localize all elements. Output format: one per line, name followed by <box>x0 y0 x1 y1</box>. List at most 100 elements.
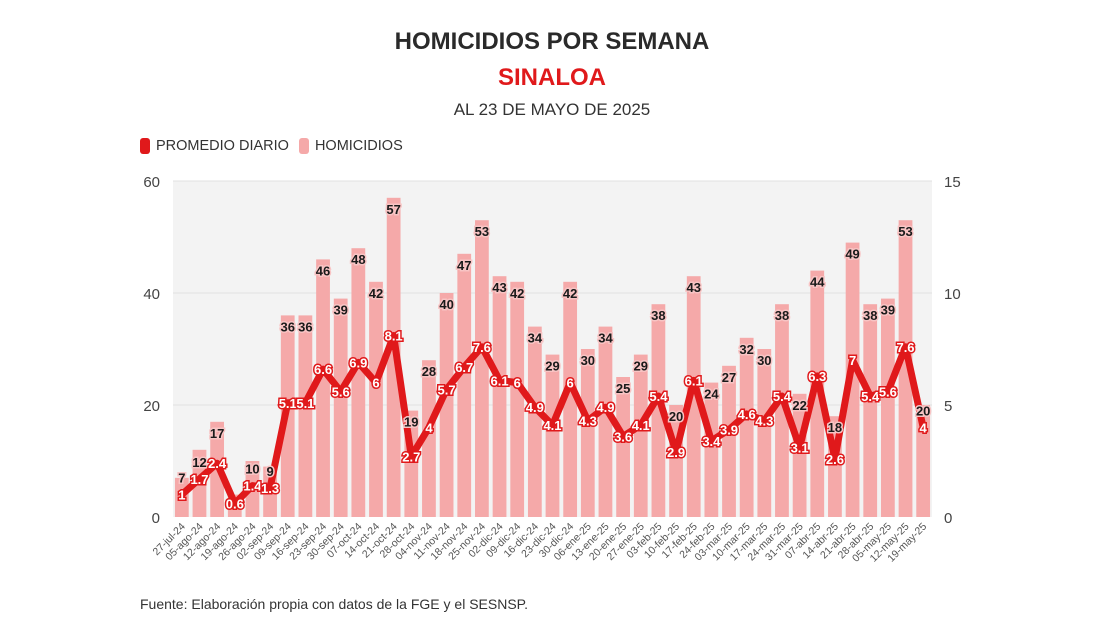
y-right-tick-label: 0 <box>944 510 952 527</box>
line-data-label: 7 <box>849 353 856 368</box>
line-data-label: 1.4 <box>243 479 262 494</box>
bar-data-label: 53 <box>475 224 489 239</box>
bar <box>704 382 719 517</box>
line-data-label: 6.3 <box>808 369 826 384</box>
line-data-label: 1.7 <box>190 472 208 487</box>
bar <box>439 293 454 517</box>
bar-data-label: 40 <box>439 297 453 312</box>
bar-data-label: 18 <box>828 420 842 435</box>
bar <box>475 220 489 517</box>
bar <box>898 220 913 517</box>
bar <box>422 360 436 517</box>
bar-data-label: 46 <box>316 263 330 278</box>
line-data-label: 1.3 <box>261 481 279 496</box>
y-left-tick-label: 0 <box>152 510 160 527</box>
line-data-label: 3.1 <box>791 441 809 456</box>
line-data-label: 6.7 <box>455 360 473 375</box>
bar <box>545 354 560 517</box>
line-data-label: 5.7 <box>438 382 456 397</box>
line-data-label: 4 <box>920 420 928 435</box>
line-data-label: 2.6 <box>826 452 844 467</box>
bar-data-label: 47 <box>457 258 471 273</box>
y-right-tick-label: 15 <box>944 174 961 191</box>
bar <box>880 298 895 517</box>
line-data-label: 3.6 <box>614 429 632 444</box>
bar-data-label: 25 <box>616 381 630 396</box>
line-data-label: 5.4 <box>649 389 668 404</box>
bar-data-label: 30 <box>757 353 771 368</box>
line-data-label: 4.3 <box>579 414 597 429</box>
date-note: AL 23 DE MAYO DE 2025 <box>453 100 651 119</box>
bar-data-label: 7 <box>178 471 185 486</box>
bar <box>510 281 525 517</box>
line-data-label: 4.9 <box>526 400 544 415</box>
bar-data-label: 20 <box>669 409 683 424</box>
bar-data-label: 43 <box>492 280 506 295</box>
line-data-label: 6.6 <box>314 362 332 377</box>
line-data-label: 0.6 <box>226 497 244 512</box>
bar <box>333 298 348 517</box>
legend-swatch-line <box>140 138 150 154</box>
line-data-label: 4.1 <box>543 418 561 433</box>
bar <box>563 281 578 517</box>
line-data-label: 5.1 <box>296 396 314 411</box>
line-data-label: 5.4 <box>773 389 792 404</box>
bar <box>863 304 878 517</box>
line-data-label: 5.1 <box>279 396 297 411</box>
line-data-label: 1 <box>178 488 185 503</box>
bar <box>457 253 472 518</box>
bar-data-label: 39 <box>881 303 895 318</box>
bar <box>492 276 507 517</box>
line-series <box>179 332 927 508</box>
bar <box>369 281 383 517</box>
line-data-label: 8.1 <box>385 329 403 344</box>
line-data-label: 7.6 <box>896 340 914 355</box>
bar-data-label: 36 <box>298 319 312 334</box>
bar-data-label: 57 <box>386 202 400 217</box>
bar <box>757 349 772 517</box>
line-data-label: 6 <box>567 376 574 391</box>
bar <box>686 276 701 517</box>
bar <box>616 377 630 517</box>
bar-data-label: 17 <box>210 426 224 441</box>
bar-data-label: 48 <box>351 252 365 267</box>
bar-data-label: 29 <box>634 359 648 374</box>
bar-data-label: 10 <box>245 462 259 477</box>
legend-swatch-bars <box>298 138 309 154</box>
bar-data-label: 32 <box>739 342 753 357</box>
bar-data-label: 38 <box>651 308 665 323</box>
bar-data-label: 38 <box>863 308 877 323</box>
bar <box>810 270 825 517</box>
line-data-label: 5.6 <box>332 385 350 400</box>
legend-label-bars: HOMICIDIOS <box>314 138 403 154</box>
line-data-label: 6.1 <box>685 373 703 388</box>
line-data-label: 5.4 <box>861 389 880 404</box>
bar <box>633 354 648 517</box>
bar <box>527 326 542 517</box>
chart-title: HOMICIDIOS POR SEMANA <box>394 28 710 55</box>
bar-data-label: 19 <box>404 415 418 430</box>
line-data-label: 2.9 <box>667 445 685 460</box>
bar-data-label: 42 <box>563 286 577 301</box>
bar-data-label: 22 <box>792 398 806 413</box>
line-data-label: 4 <box>425 420 433 435</box>
bar-data-label: 39 <box>333 303 347 318</box>
line-data-label: 4.6 <box>738 407 756 422</box>
bar-data-label: 34 <box>528 331 543 346</box>
bar-data-label: 44 <box>810 275 825 290</box>
bar <box>775 304 789 517</box>
bar-data-label: 38 <box>775 308 789 323</box>
line-data-label: 3.9 <box>720 423 738 438</box>
bar-data-label: 9 <box>266 464 273 479</box>
line-data-label: 2.4 <box>208 456 227 471</box>
bar-data-label: 30 <box>581 353 595 368</box>
legend-label-line: PROMEDIO DIARIO <box>156 138 289 154</box>
bar-data-label: 53 <box>898 224 912 239</box>
legend: PROMEDIO DIARIO HOMICIDIOS <box>140 138 403 154</box>
y-right-tick-label: 5 <box>944 398 952 415</box>
line-data-label: 4.1 <box>632 418 650 433</box>
chart-subtitle: SINALOA <box>498 64 606 91</box>
line-data-label: 3.4 <box>702 434 721 449</box>
line-data-label: 7.6 <box>473 340 491 355</box>
